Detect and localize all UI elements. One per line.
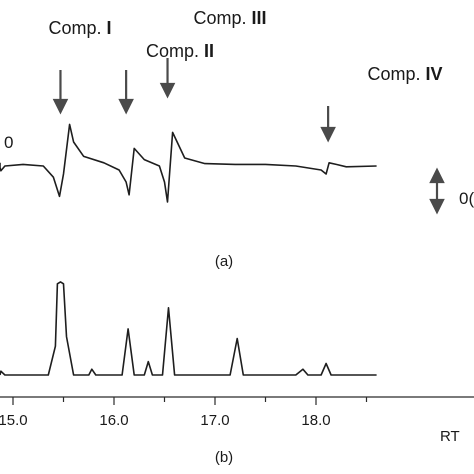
x-tick-label: 15.0 <box>0 412 28 429</box>
peak-annotations: Comp. I Comp. II Comp. III Comp. IV <box>48 8 443 143</box>
panel-a-label: (a) <box>215 253 233 270</box>
x-axis-label: RT <box>440 428 460 445</box>
x-tick-label: 17.0 <box>200 412 229 429</box>
trace-b-line <box>0 281 377 376</box>
edge-label-left: 0 <box>4 133 13 152</box>
down-arrow-head-icon <box>118 98 134 115</box>
annotation-label: Comp. III <box>193 8 266 28</box>
x-tick-label: 18.0 <box>301 412 330 429</box>
panel-b-label: (b) <box>215 449 233 466</box>
x-tick-label: 16.0 <box>99 412 128 429</box>
down-arrow-head-icon <box>320 126 336 143</box>
annotation-label: Comp. IV <box>367 64 442 84</box>
annotation-label: Comp. I <box>48 18 111 38</box>
double-arrow-icon <box>429 167 445 215</box>
annotation-label: Comp. II <box>146 41 214 61</box>
panel-b: 15.0 16.0 17.0 18.0 RT (b) <box>0 281 474 466</box>
x-axis-ticks: 15.0 16.0 17.0 18.0 <box>0 397 368 429</box>
panel-a: Comp. I Comp. II Comp. III Comp. IV 0 0( (a… <box>0 8 474 270</box>
trace-a-line <box>0 123 377 203</box>
down-arrow-head-icon <box>52 98 69 115</box>
edge-label-right: 0( <box>459 189 474 208</box>
down-arrow-head-icon <box>159 82 176 99</box>
